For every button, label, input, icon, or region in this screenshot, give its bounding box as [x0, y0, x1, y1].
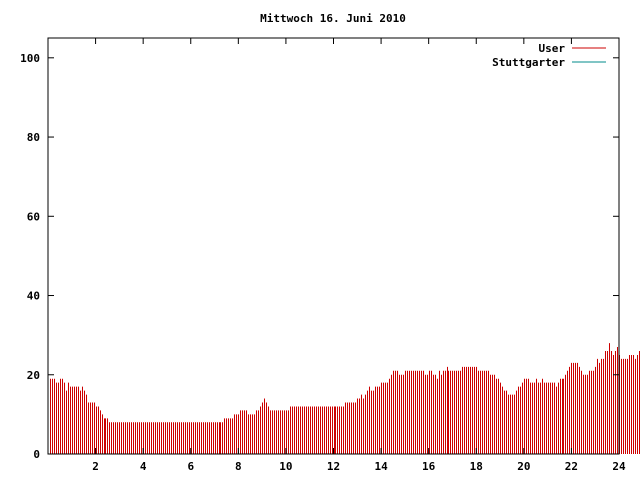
x-tick-label: 4: [140, 460, 147, 473]
y-tick-label: 40: [27, 290, 40, 303]
x-tick-label: 12: [327, 460, 340, 473]
x-tick-label: 18: [470, 460, 483, 473]
y-tick-label: 100: [20, 52, 40, 65]
y-tick-label: 80: [27, 131, 40, 144]
bar-series-user: [50, 343, 640, 454]
x-tick-label: 6: [187, 460, 194, 473]
x-tick-label: 8: [235, 460, 242, 473]
legend-label-user: User: [539, 42, 566, 55]
y-tick-label: 20: [27, 369, 40, 382]
x-tick-label: 20: [517, 460, 530, 473]
y-tick-label: 60: [27, 210, 40, 223]
x-tick-label: 16: [422, 460, 436, 473]
x-tick-label: 22: [565, 460, 578, 473]
chart-title: Mittwoch 16. Juni 2010: [260, 12, 406, 25]
y-axis: 0 20 40 60 80 100: [20, 52, 619, 461]
x-tick-label: 2: [92, 460, 99, 473]
x-tick-label: 14: [374, 460, 388, 473]
y-tick-label: 0: [33, 448, 40, 461]
x-axis: 2 4 6 8 10 12 14 16 18 20 22 24: [92, 38, 626, 473]
x-tick-label: 24: [612, 460, 626, 473]
legend: User Stuttgarter: [492, 42, 606, 69]
plot-frame: [47, 37, 620, 455]
legend-label-stuttgarter: Stuttgarter: [492, 56, 565, 69]
x-tick-label: 10: [279, 460, 292, 473]
